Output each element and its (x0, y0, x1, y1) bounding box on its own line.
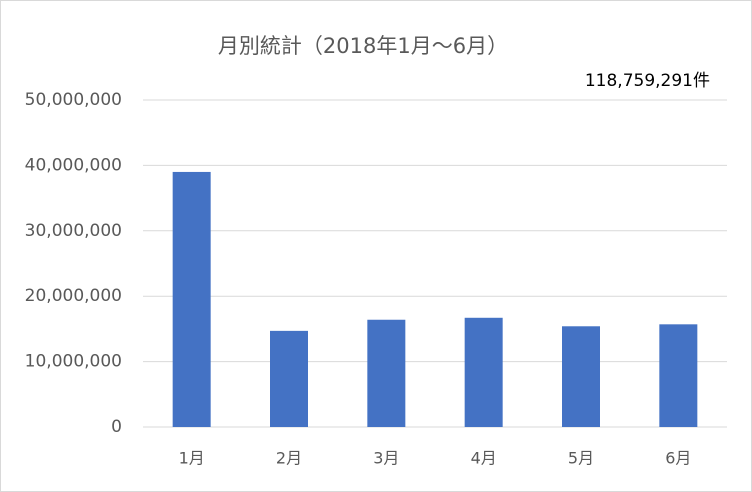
x-tick-label: 2月 (276, 449, 302, 468)
x-tick-label: 1月 (179, 449, 205, 468)
x-tick-label: 3月 (373, 449, 399, 468)
annotation: 118,759,291件 (585, 71, 710, 91)
x-tick-label: 4月 (471, 449, 497, 468)
y-tick-label: 20,000,000 (25, 286, 122, 306)
y-tick-label: 10,000,000 (25, 352, 122, 372)
x-tick-label: 6月 (665, 449, 691, 468)
y-tick-label: 30,000,000 (25, 221, 122, 241)
y-tick-label: 0 (111, 417, 122, 437)
bar (659, 324, 698, 427)
x-tick-label: 5月 (568, 449, 594, 468)
bar (270, 330, 308, 427)
chart-title: 月別統計（2018年1月～6月） (218, 34, 508, 58)
bar (464, 317, 503, 427)
bar (562, 326, 600, 427)
bar (172, 171, 211, 427)
bar (367, 319, 406, 427)
y-tick-label: 50,000,000 (25, 90, 122, 110)
y-tick-label: 40,000,000 (25, 155, 122, 175)
